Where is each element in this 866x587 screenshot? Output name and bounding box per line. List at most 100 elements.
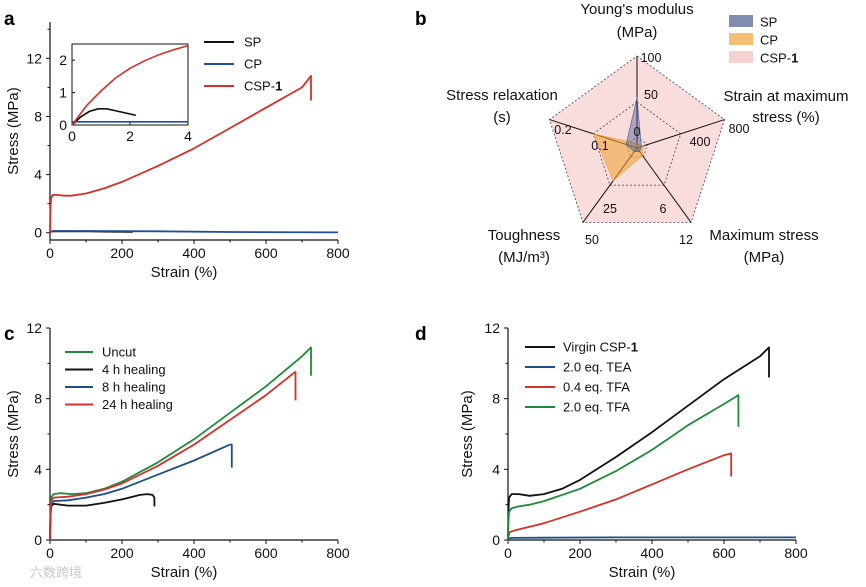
legend-label-part: CSP- xyxy=(244,79,275,94)
legend-label-part: 1 xyxy=(631,340,638,355)
radar-axis-label: stress (%) xyxy=(752,109,820,126)
radar-axis-label: (MJ/m³) xyxy=(498,249,550,266)
x-tick-label: 400 xyxy=(182,545,206,561)
y-tick-label: 0 xyxy=(34,532,42,548)
radar-area-sp xyxy=(625,97,642,152)
inset-frame xyxy=(71,43,189,126)
panel-c: c 0 200 400 600 800 0 4 8 12 Strain (%) Stress (MPa… xyxy=(4,320,350,581)
legend-label-part: Virgin CSP- xyxy=(563,340,631,355)
y-tick-label: 4 xyxy=(34,461,42,477)
series-line-8-h-healing xyxy=(49,443,233,541)
x-tick-label: 800 xyxy=(326,245,350,261)
x-axis-label: Strain (%) xyxy=(151,564,218,581)
radar-axis-label: (MPa) xyxy=(617,24,658,41)
radar-tick-label: 0 xyxy=(634,125,641,139)
legend-label: SP xyxy=(244,35,261,50)
radar-axis-label: Toughness xyxy=(488,227,561,244)
inset-x-tick-label: 2 xyxy=(126,128,134,144)
inset-series-line xyxy=(71,108,136,126)
inset-y-tick-label: 0 xyxy=(59,117,67,133)
inset-plot: 0 2 4 0 1 2 xyxy=(59,43,192,144)
radar-area-cp xyxy=(592,133,644,182)
radar-spoke xyxy=(636,119,725,149)
y-tick-label: 12 xyxy=(484,320,500,336)
inset-y-tick-label: 1 xyxy=(59,85,67,101)
x-axis-label: Strain (%) xyxy=(151,264,218,281)
panel-letter: a xyxy=(4,9,15,30)
radar-axis-label: Maximum stress xyxy=(709,227,818,244)
series-line-24-h-healing xyxy=(49,371,297,541)
x-axis-label: Strain (%) xyxy=(609,564,676,581)
inset-x-tick-label: 4 xyxy=(184,128,192,144)
inset-x-tick-label: 0 xyxy=(68,128,76,144)
radar-tick-label: 6 xyxy=(660,202,667,216)
x-tick-label: 0 xyxy=(46,245,54,261)
legend-label: CP xyxy=(244,57,262,72)
radar-axis-label: (s) xyxy=(493,109,511,126)
series-line-csp-1 xyxy=(49,74,312,233)
y-tick-label: 8 xyxy=(34,391,42,407)
y-axis-label: Stress (MPa) xyxy=(5,390,22,478)
radar-tick-label: 0.2 xyxy=(554,123,571,137)
legend-label: 4 h healing xyxy=(102,362,166,377)
x-tick-label: 200 xyxy=(110,245,134,261)
legend-label: SP xyxy=(760,15,777,30)
y-tick-label: 0 xyxy=(34,225,42,241)
series-line-virgin-csp-1 xyxy=(507,346,770,541)
radar-tick-label: 400 xyxy=(690,135,711,149)
x-tick-label: 200 xyxy=(568,545,592,561)
x-tick-label: 800 xyxy=(784,545,808,561)
y-axis-label: Stress (MPa) xyxy=(5,87,22,175)
legend-label: 2.0 eq. TEA xyxy=(563,360,632,375)
y-tick-label: 0 xyxy=(492,532,500,548)
x-tick-label: 400 xyxy=(182,245,206,261)
y-tick-label: 12 xyxy=(26,50,42,66)
x-tick-label: 800 xyxy=(326,545,350,561)
radar-tick-label: 50 xyxy=(644,88,658,102)
radar-axis-label: (MPa) xyxy=(744,249,785,266)
legend-label: CSP-1 xyxy=(244,79,282,94)
panel-letter: b xyxy=(415,9,427,30)
y-axis-label: Stress (MPa) xyxy=(459,390,476,478)
radar-axis-label: Young's modulus xyxy=(580,1,693,18)
y-tick-label: 12 xyxy=(26,320,42,336)
radar-tick-label: 100 xyxy=(641,51,662,65)
y-tick-label: 4 xyxy=(34,167,42,183)
x-tick-label: 0 xyxy=(504,545,512,561)
legend-swatch xyxy=(729,33,753,45)
x-tick-label: 400 xyxy=(640,545,664,561)
panel-d: d 0 200 400 600 800 0 4 8 12 Strain (%) Stress (MPa… xyxy=(415,320,808,581)
radar-tick-label: 12 xyxy=(679,233,693,247)
radar-tick-label: 0.1 xyxy=(591,139,608,153)
legend-label: 24 h healing xyxy=(102,397,173,412)
legend-label-part: 1 xyxy=(791,51,798,66)
legend-label-part: 1 xyxy=(275,79,282,94)
legend-label: 8 h healing xyxy=(102,380,166,395)
radar-spoke xyxy=(636,147,692,223)
x-tick-label: 600 xyxy=(712,545,736,561)
y-tick-label: 8 xyxy=(34,108,42,124)
legend-label: 0.4 eq. TFA xyxy=(563,380,630,395)
series-line-uncut xyxy=(49,346,312,541)
legend-label: Virgin CSP-1 xyxy=(563,340,638,355)
x-tick-label: 600 xyxy=(254,545,278,561)
legend-label: 2.0 eq. TFA xyxy=(563,400,630,415)
radar-grid-ring xyxy=(592,101,682,186)
panel-letter: d xyxy=(415,324,427,345)
radar-tick-label: 800 xyxy=(729,122,750,136)
legend-label: Uncut xyxy=(102,345,136,360)
y-tick-label: 8 xyxy=(492,391,500,407)
panel-letter: c xyxy=(4,324,15,345)
series-line-cp xyxy=(49,230,339,234)
x-tick-label: 600 xyxy=(254,245,278,261)
series-line-2-0-eq-tfa xyxy=(507,394,740,541)
x-tick-label: 0 xyxy=(46,545,54,561)
legend-swatch xyxy=(729,51,753,63)
radar-tick-label: 25 xyxy=(603,202,617,216)
legend-label-part: CSP- xyxy=(760,51,791,66)
panel-b: b 0 50 100 400 800 6 12 25 50 0.1 0.2 Young's modulu… xyxy=(415,1,849,266)
radar-axis-label: Strain at maximum xyxy=(723,88,848,105)
inset-series-line xyxy=(71,44,189,126)
